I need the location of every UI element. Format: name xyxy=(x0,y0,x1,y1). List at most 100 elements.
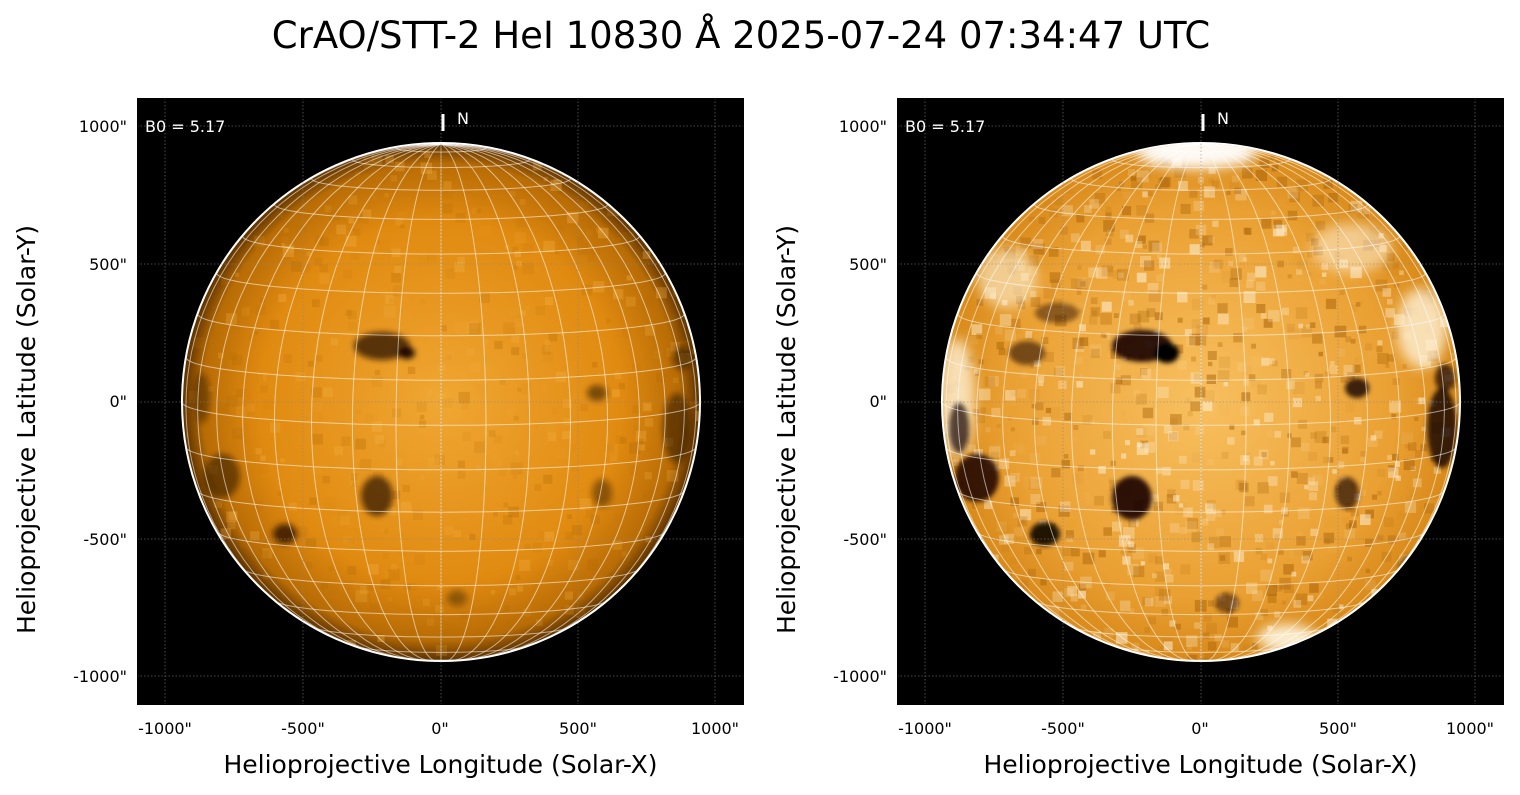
texture-cell xyxy=(348,522,354,529)
texture-cell xyxy=(217,401,229,414)
texture-cell xyxy=(1329,365,1339,375)
texture-cell xyxy=(592,362,598,368)
texture-cell xyxy=(1195,426,1204,435)
texture-cell xyxy=(1324,516,1336,528)
texture-cell xyxy=(517,585,523,592)
texture-cell xyxy=(443,181,452,190)
texture-cell xyxy=(1202,284,1208,290)
texture-cell xyxy=(1136,170,1149,183)
texture-cell xyxy=(1322,272,1327,277)
texture-cell xyxy=(1256,304,1266,314)
texture-cell xyxy=(1082,552,1095,565)
texture-cell xyxy=(269,319,280,330)
texture-cell xyxy=(221,339,227,345)
texture-cell xyxy=(492,511,498,517)
texture-cell xyxy=(1385,363,1390,368)
texture-cell xyxy=(1377,353,1389,365)
texture-cell xyxy=(1011,474,1017,481)
texture-cell xyxy=(263,399,274,410)
texture-cell xyxy=(989,446,1001,458)
texture-cell xyxy=(1252,643,1258,649)
texture-cell xyxy=(367,563,379,575)
texture-cell xyxy=(1265,430,1273,438)
texture-cell xyxy=(1163,563,1170,570)
texture-cell xyxy=(328,566,334,572)
texture-cell xyxy=(1035,402,1044,411)
texture-cell xyxy=(188,390,199,401)
texture-cell xyxy=(1148,290,1161,302)
texture-cell xyxy=(1327,544,1337,553)
texture-cell xyxy=(297,526,308,537)
texture-cell xyxy=(629,442,641,454)
texture-cell xyxy=(1260,608,1268,617)
texture-cell xyxy=(1350,338,1356,344)
texture-cell xyxy=(1365,538,1374,547)
b0-label: B0 = 5.17 xyxy=(145,117,226,136)
texture-cell xyxy=(499,378,506,385)
texture-cell xyxy=(521,383,532,394)
texture-cell xyxy=(345,309,352,316)
texture-cell xyxy=(996,521,1007,532)
texture-cell xyxy=(1032,418,1039,425)
texture-cell xyxy=(1062,547,1072,556)
texture-cell xyxy=(1298,507,1310,520)
longitude-line xyxy=(1070,144,1202,660)
texture-cell xyxy=(513,265,518,270)
texture-cell xyxy=(1256,281,1266,291)
texture-cell xyxy=(1332,469,1337,474)
texture-cell xyxy=(1343,364,1355,376)
texture-cell xyxy=(443,622,455,634)
texture-cell xyxy=(359,459,372,471)
texture-cell xyxy=(998,458,1010,470)
texture-cell xyxy=(514,232,526,244)
texture-cell xyxy=(551,407,559,415)
texture-cell xyxy=(541,345,551,355)
texture-cell xyxy=(1186,337,1196,347)
texture-cell xyxy=(581,284,592,296)
texture-cell xyxy=(1079,324,1086,332)
texture-cell xyxy=(1148,553,1158,564)
texture-cell xyxy=(1079,374,1084,379)
texture-cell xyxy=(543,474,553,484)
texture-cell xyxy=(1207,459,1214,466)
texture-cell xyxy=(1157,254,1162,260)
texture-cell xyxy=(545,296,554,306)
texture-cell xyxy=(1281,369,1292,379)
texture-cell xyxy=(207,386,214,392)
texture-cell xyxy=(646,293,652,298)
texture-cell xyxy=(444,268,456,279)
texture-cell xyxy=(337,228,347,238)
texture-cell xyxy=(1306,324,1311,329)
texture-cell xyxy=(1293,547,1303,557)
texture-cell xyxy=(1112,521,1122,532)
texture-cell xyxy=(1359,489,1366,496)
texture-cell xyxy=(513,415,519,421)
texture-cell xyxy=(1324,538,1331,545)
texture-cell xyxy=(1377,340,1383,346)
texture-cell xyxy=(1187,411,1193,417)
texture-cell xyxy=(1259,158,1270,169)
texture-cell xyxy=(643,297,654,308)
texture-cell xyxy=(632,405,641,414)
texture-cell xyxy=(426,252,437,263)
texture-cell xyxy=(1147,191,1153,197)
texture-cell xyxy=(1404,501,1417,513)
texture-cell xyxy=(1309,583,1319,593)
texture-cell xyxy=(1127,169,1135,177)
texture-cell xyxy=(1014,527,1023,537)
texture-cell xyxy=(1203,613,1212,622)
texture-cell xyxy=(612,288,623,299)
texture-cell xyxy=(355,171,362,178)
texture-cell xyxy=(390,175,398,182)
texture-cell xyxy=(356,458,361,463)
texture-cell xyxy=(1156,467,1163,474)
texture-cell xyxy=(1005,390,1016,401)
texture-cell xyxy=(1214,634,1222,642)
texture-cell xyxy=(1387,354,1395,362)
texture-cell xyxy=(1205,503,1214,512)
texture-cell xyxy=(1193,373,1203,382)
texture-cell xyxy=(568,559,579,571)
texture-cell xyxy=(1298,323,1304,329)
texture-cell xyxy=(378,440,386,447)
texture-cell xyxy=(1381,262,1390,271)
